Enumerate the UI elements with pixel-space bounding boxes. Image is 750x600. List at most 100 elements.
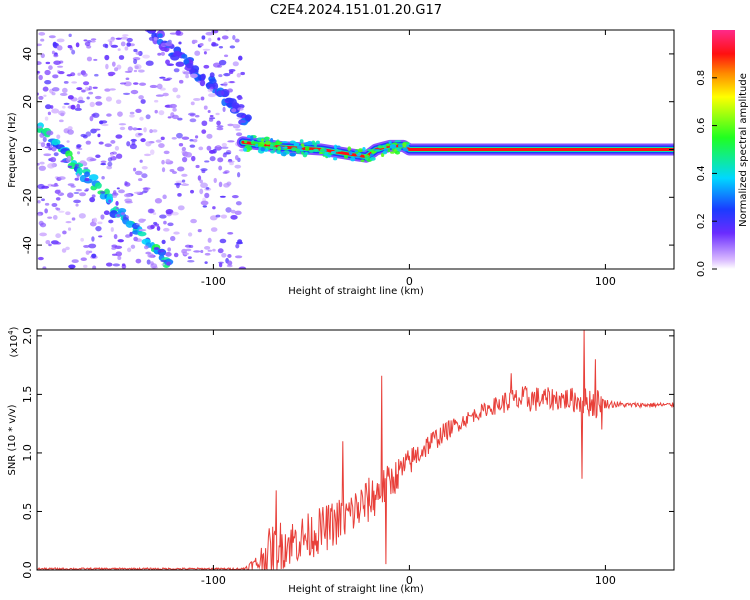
spectrogram-signal-blob [338, 149, 342, 152]
spectrogram-noise-blob [177, 117, 183, 121]
spectrogram-noise-blob [66, 140, 70, 143]
spectrogram-signal-blob [402, 142, 407, 148]
spectrogram-signal-blob [385, 143, 390, 147]
spectrogram-signal-blob [388, 140, 392, 144]
spectrogram-signal-blob [389, 144, 397, 149]
spectrogram-noise-blob [71, 217, 76, 221]
spectrogram-signal-blob [304, 146, 310, 151]
spectrogram-signal-blob [243, 147, 248, 152]
spectrogram-noise-blob [217, 90, 225, 96]
spectrogram-noise-blob [218, 165, 223, 171]
spectrogram-noise-blob [93, 58, 98, 61]
spectrogram-noise-blob [172, 87, 178, 93]
spectrogram-noise-blob [204, 261, 208, 264]
spectrogram-streak-blob [104, 188, 110, 196]
spectrogram-noise-blob [135, 258, 142, 264]
spectrogram-noise-blob [195, 164, 200, 169]
spectrogram-noise-blob [70, 185, 76, 188]
spectrogram-noise-blob [105, 63, 109, 70]
spectrogram-noise-blob [171, 114, 179, 120]
spectrogram-noise-blob [174, 182, 182, 186]
spectrogram-noise-blob [67, 165, 73, 169]
spectrogram-noise-blob [126, 141, 131, 147]
spectrogram-noise-blob [44, 116, 49, 121]
spectrogram-noise-blob [45, 104, 52, 110]
spectrogram-noise-blob [44, 208, 48, 214]
spectrogram-streak-blob [94, 182, 102, 189]
spectrogram-noise-blob [184, 151, 193, 158]
spectrogram-noise-blob [212, 206, 216, 210]
spectrogram-noise-blob [98, 235, 103, 238]
spectrogram-noise-blob [50, 184, 59, 187]
spectrogram-signal-blob [382, 145, 387, 148]
spectrogram-noise-blob [77, 96, 84, 102]
spectrogram-noise-blob [101, 175, 105, 180]
spectrogram-noise-blob [221, 146, 229, 149]
spectrogram-noise-blob [225, 207, 232, 213]
spectrogram-signal-blob [255, 143, 259, 148]
spectrogram-noise-blob [234, 154, 239, 161]
spectrogram-noise-blob [145, 141, 152, 147]
spectrogram-noise-blob [80, 237, 84, 242]
spectrogram-noise-blob [200, 182, 208, 189]
spectrogram-noise-blob [107, 161, 113, 167]
spectrogram-noise-blob [232, 34, 236, 40]
spectrogram-noise-blob [115, 153, 123, 159]
spectrogram-signal-blob [250, 141, 258, 145]
spectrogram-noise-blob [112, 194, 117, 198]
spectrogram-noise-blob [203, 51, 207, 55]
spectrogram-noise-blob [55, 233, 61, 239]
spectrogram-noise-blob [95, 101, 103, 106]
spectrogram-y-tick-label: 20 [21, 95, 34, 109]
spectrogram-signal-blob [260, 147, 266, 152]
spectrogram-noise-blob [117, 239, 124, 243]
spectrogram-noise-blob [146, 259, 151, 265]
spectrogram-noise-blob [133, 82, 139, 85]
spectrogram-noise-blob [119, 126, 126, 131]
spectrogram-noise-blob [231, 108, 237, 113]
spectrogram-signal-blob [348, 151, 353, 156]
spectrogram-noise-blob [92, 112, 100, 118]
spectrogram-noise-blob [228, 68, 236, 72]
spectrogram-noise-blob [166, 77, 173, 80]
spectrogram-noise-blob [231, 194, 239, 199]
snr-line [37, 330, 674, 570]
spectrogram-signal-blob [377, 145, 383, 149]
spectrogram-noise-blob [223, 182, 230, 188]
spectrogram-noise-blob [118, 123, 127, 126]
spectrogram-noise-blob [138, 132, 143, 136]
spectrogram-noise-blob [42, 86, 49, 92]
spectrogram-noise-blob [187, 256, 192, 260]
spectrogram-noise-blob [197, 80, 201, 83]
snr-x-tick-label: 100 [595, 574, 616, 587]
spectrogram-noise-blob [129, 111, 135, 115]
snr-x-tick-label: 0 [406, 574, 413, 587]
spectrogram-streak-blob [200, 73, 206, 80]
spectrogram-signal-blob [282, 146, 288, 149]
spectrogram-noise-blob [86, 56, 93, 62]
snr-y-scale-note: (x104) [7, 326, 20, 357]
spectrogram-noise-blob [134, 64, 142, 70]
spectrogram-noise-blob [135, 51, 141, 56]
spectrogram-noise-blob [133, 58, 138, 65]
spectrogram-noise-blob [62, 105, 66, 109]
spectrogram-noise-blob [173, 231, 180, 235]
spectrogram-signal-blob [390, 151, 395, 154]
spectrogram-noise-blob [43, 153, 52, 157]
spectrogram-noise-blob [234, 255, 243, 259]
spectrogram-noise-blob [201, 35, 206, 40]
spectrogram-signal-blob [270, 150, 275, 154]
spectrogram-signal-blob [276, 141, 283, 145]
spectrogram-noise-blob [46, 130, 54, 136]
spectrogram-noise-blob [59, 119, 64, 123]
spectrogram-noise-blob [100, 162, 107, 166]
spectrogram-signal-blob [318, 152, 323, 155]
spectrogram-noise-blob [216, 144, 221, 148]
spectrogram-noise-blob [155, 94, 164, 97]
snr-x-tick-label: -100 [201, 574, 226, 587]
spectrogram-signal-blob [382, 150, 388, 155]
spectrogram-noise-blob [230, 209, 236, 214]
spectrogram-noise-blob [74, 164, 80, 167]
spectrogram-noise-blob [227, 232, 234, 235]
spectrogram-signal-blob [272, 146, 277, 151]
